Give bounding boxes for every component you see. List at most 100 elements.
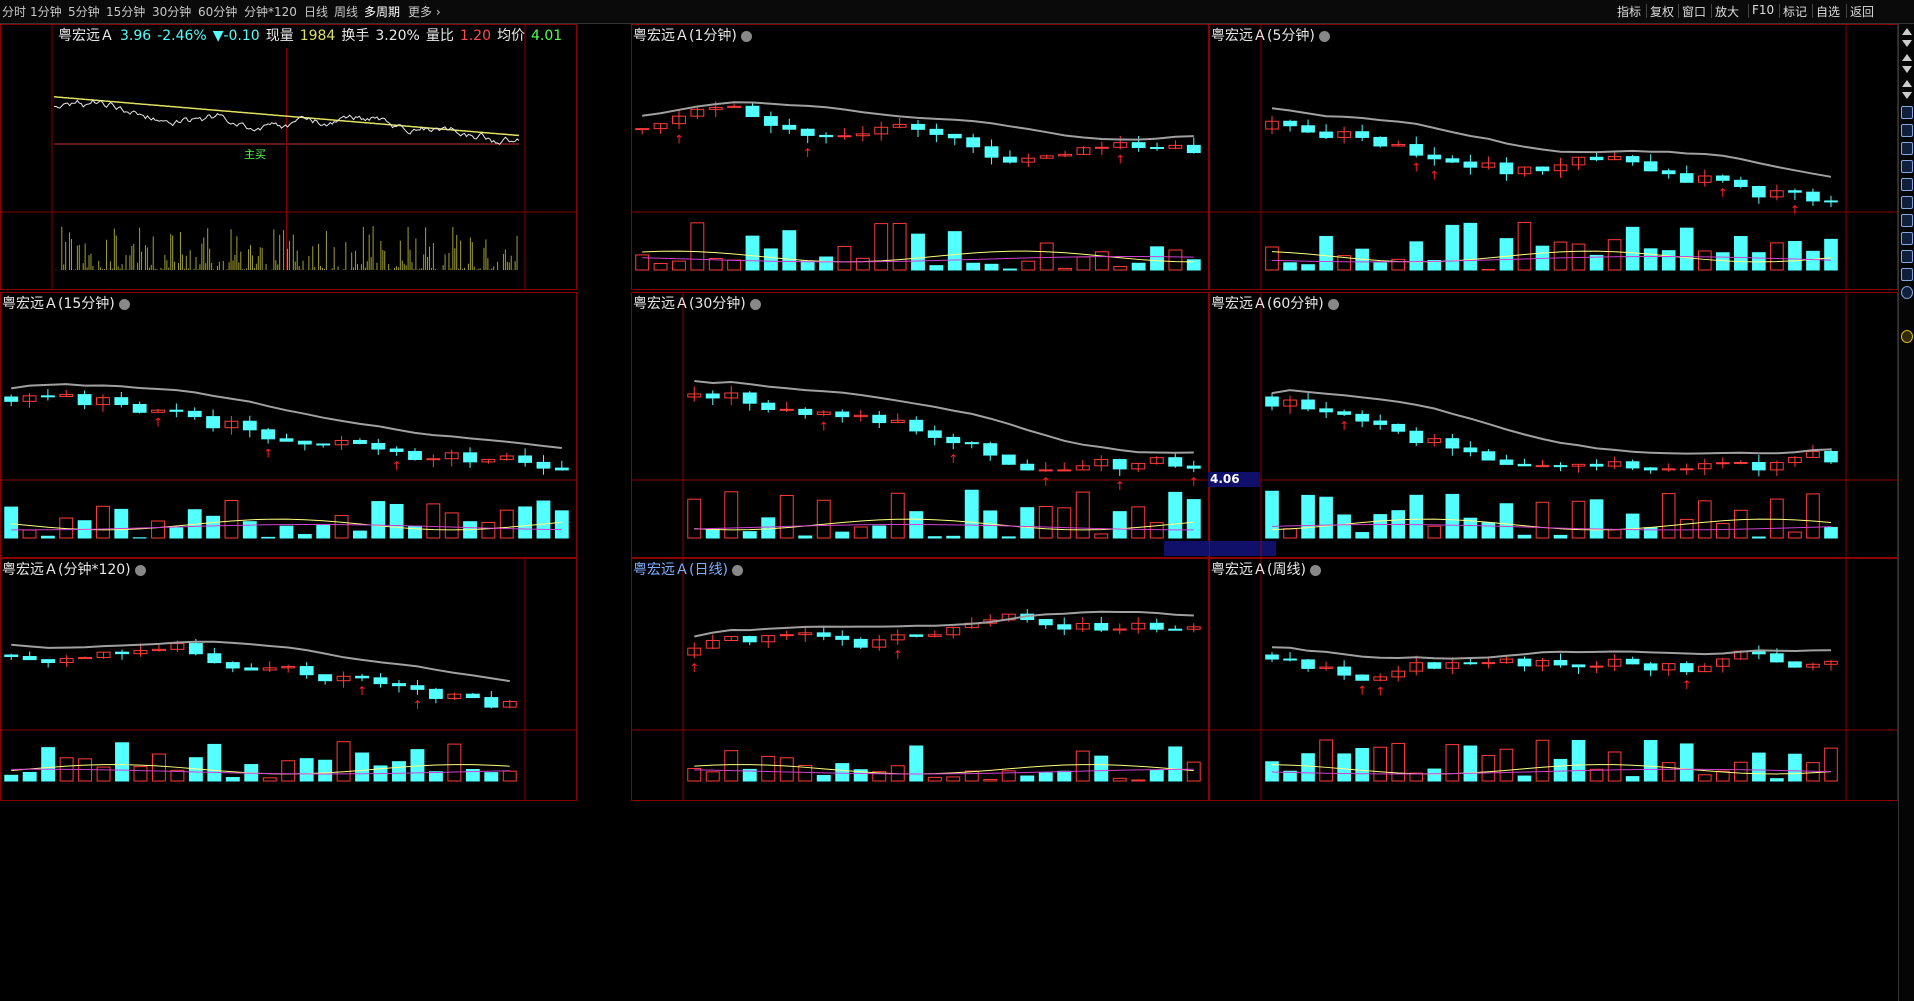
toolbar-button-4[interactable]: F10 <box>1752 3 1775 17</box>
candle-body <box>742 636 757 643</box>
candle-body <box>151 409 165 413</box>
period-tab-4[interactable]: 30分钟 <box>152 5 192 19</box>
candle-body <box>371 442 386 450</box>
record-icon[interactable] <box>1901 232 1913 245</box>
panel-title[interactable]: 粤宏远Ａ(分钟*120) <box>2 559 146 579</box>
period-tab-10[interactable]: 更多 › <box>408 5 441 19</box>
period-tab-3[interactable]: 15分钟 <box>106 5 146 19</box>
text-icon[interactable] <box>1901 268 1913 281</box>
expand-up-icon[interactable] <box>1902 54 1912 61</box>
chart-panel-intraday[interactable]: 主买 粤宏远Ａ 3.96 -2.46% ▼-0.10 现量 1984 换手 3.20% 量比 1.2… <box>0 24 577 290</box>
panel-title[interactable]: 粤宏远Ａ(周线) <box>1211 559 1321 579</box>
candle-body <box>1788 190 1802 193</box>
candle-body <box>1553 660 1568 666</box>
volume-bar <box>1283 262 1297 271</box>
period-tab-1[interactable]: 1分钟 <box>30 5 62 19</box>
moving-average-line <box>1271 107 1832 178</box>
settings-circle-icon[interactable] <box>1318 30 1330 42</box>
panel-title[interactable]: 粤宏远Ａ(5分钟) <box>1211 25 1330 45</box>
grid-icon[interactable] <box>1901 106 1913 119</box>
candle-body <box>1001 454 1016 465</box>
chart-panel-m30[interactable]: ↑ ↑ ↑ ↑ ↑ 粤宏远Ａ(30分钟) <box>631 292 1276 558</box>
chart-panel-m1[interactable]: ↑ ↑ ↑ 粤宏远Ａ(1分钟) <box>631 24 1209 290</box>
volume-bar <box>352 530 367 539</box>
chart-icon[interactable] <box>1901 142 1913 155</box>
period-tab-0[interactable]: 分时 <box>2 5 27 19</box>
volume-bar <box>1168 249 1183 271</box>
panel-title[interactable]: 粤宏远Ａ(30分钟) <box>633 293 761 313</box>
volume-bar <box>929 265 944 271</box>
volume-bar <box>1301 264 1315 271</box>
move-up-icon[interactable] <box>1902 80 1912 87</box>
toolbar-button-6[interactable]: 自选 <box>1816 5 1841 19</box>
f10-icon[interactable] <box>1901 178 1913 191</box>
period-tab-9[interactable]: 多周期 <box>364 5 401 19</box>
toolbar-button-2[interactable]: 窗口 <box>1682 5 1707 19</box>
period-tab-7[interactable]: 日线 <box>304 5 329 19</box>
panel-title[interactable]: 粤宏远Ａ(15分钟) <box>2 293 130 313</box>
candle-body <box>1481 162 1496 168</box>
settings-circle-icon[interactable] <box>1309 564 1321 576</box>
volume-bar <box>983 779 998 782</box>
toolbar-button-3[interactable]: 放大 <box>1715 5 1740 19</box>
move-down-icon[interactable] <box>1902 92 1912 99</box>
candle-body <box>1039 155 1054 159</box>
candle-body <box>1020 463 1035 471</box>
panel-title[interactable]: 粤宏远Ａ(1分钟) <box>633 25 752 45</box>
period-toolbar: 分时 1分钟 5分钟 15分钟 30分钟 60分钟 分钟*120 日线 周线 多周期 更多 › 指标复… <box>0 0 1914 24</box>
period-tab-5[interactable]: 60分钟 <box>198 5 238 19</box>
chart-panel-m60[interactable]: ↑ 粤宏远Ａ(60分钟) <box>1209 292 1898 558</box>
volume-bar <box>4 774 19 782</box>
fz-icon[interactable] <box>1901 250 1913 263</box>
toolbar-button-1[interactable]: 复权 <box>1650 5 1675 19</box>
candle-body <box>727 105 742 108</box>
volume-bar <box>1020 775 1035 782</box>
candle-body <box>1355 674 1369 681</box>
cube-icon[interactable] <box>1901 196 1913 209</box>
table-icon[interactable] <box>1901 160 1913 173</box>
volume-bar <box>687 768 702 782</box>
settings-circle-icon[interactable] <box>1327 298 1339 310</box>
candle-body <box>1734 179 1748 187</box>
toolbar-button-5[interactable]: 标记 <box>1783 5 1808 19</box>
clock-icon[interactable] <box>1901 286 1913 299</box>
volume-bar <box>1094 251 1109 271</box>
scroll-up-icon[interactable] <box>1902 28 1912 35</box>
settings-circle-icon[interactable] <box>118 298 130 310</box>
volume-ma-line <box>1271 250 1832 263</box>
fund-icon[interactable] <box>1901 214 1913 227</box>
panel-title[interactable]: 粤宏远Ａ(60分钟) <box>1211 293 1339 313</box>
list-icon[interactable] <box>1901 124 1913 137</box>
settings-circle-icon[interactable] <box>731 564 743 576</box>
expand-down-icon[interactable] <box>1902 66 1912 73</box>
candle-body <box>872 414 887 424</box>
chart-panel-day[interactable]: ↑ ↑ 粤宏远Ａ(日线) <box>631 558 1209 801</box>
period-tab-2[interactable]: 5分钟 <box>68 5 100 19</box>
chart-svg-m5: ↑ ↑ ↑ ↑ <box>1209 24 1898 290</box>
volume-bar <box>481 521 496 539</box>
chart-panel-m5[interactable]: ↑ ↑ ↑ ↑ 粤宏远Ａ(5分钟) <box>1209 24 1898 290</box>
period-tab-8[interactable]: 周线 <box>334 5 359 19</box>
main-buy-tag: 主买 <box>244 148 266 161</box>
volume-bar <box>1301 753 1315 782</box>
chart-panel-m15[interactable]: ↑ ↑ ↑ 粤宏远Ａ(15分钟) <box>0 292 577 558</box>
period-tab-6[interactable]: 分钟*120 <box>244 5 297 19</box>
candle-body <box>1038 619 1053 626</box>
volume-ma-line <box>11 768 510 775</box>
scroll-down-icon[interactable] <box>1902 40 1912 47</box>
panel-border <box>631 292 1209 558</box>
price-line <box>53 99 520 145</box>
settings-circle-icon[interactable] <box>740 30 752 42</box>
chart-panel-m120[interactable]: ↑ ↑ 粤宏远Ａ(分钟*120) <box>0 558 577 801</box>
toolbar-button-7[interactable]: 返回 <box>1850 5 1875 19</box>
chart-panel-week[interactable]: ↑ ↑ ↑ 粤宏远Ａ(周线) <box>1209 558 1898 801</box>
panel-border <box>1209 558 1898 801</box>
settings-circle-icon[interactable] <box>134 564 146 576</box>
panel-title[interactable]: 粤宏远Ａ(日线) <box>633 559 743 579</box>
settings-circle-icon[interactable] <box>749 298 761 310</box>
toolbar-button-0[interactable]: 指标 <box>1617 5 1642 19</box>
candle-body <box>1734 461 1748 464</box>
candle-body <box>1643 663 1658 671</box>
settings-icon[interactable] <box>1901 330 1913 343</box>
volume-bar <box>1445 744 1460 782</box>
